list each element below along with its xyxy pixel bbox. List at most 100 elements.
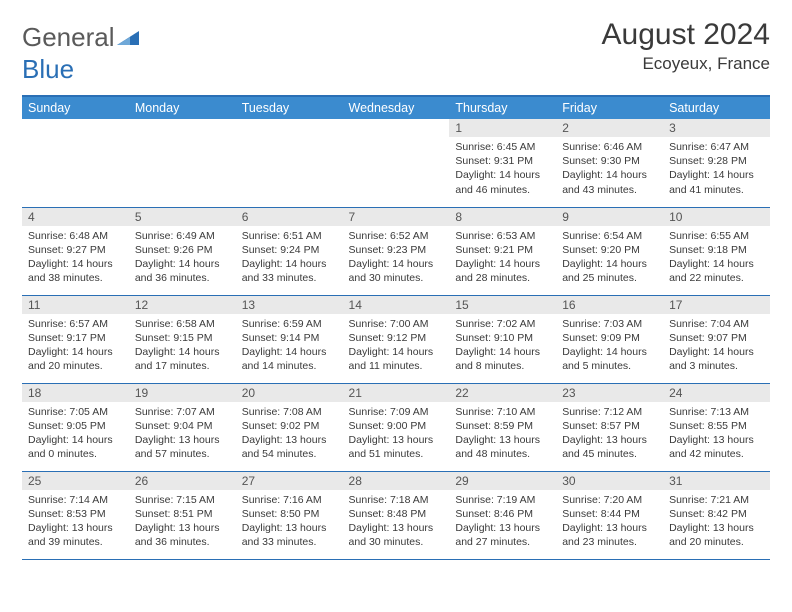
calendar-day-cell: 31Sunrise: 7:21 AMSunset: 8:42 PMDayligh… [663,471,770,559]
calendar-day-cell: .. [22,119,129,207]
calendar-day-cell: 15Sunrise: 7:02 AMSunset: 9:10 PMDayligh… [449,295,556,383]
day-details: Sunrise: 7:18 AMSunset: 8:48 PMDaylight:… [343,490,450,554]
calendar-day-cell: 18Sunrise: 7:05 AMSunset: 9:05 PMDayligh… [22,383,129,471]
day-details: Sunrise: 6:54 AMSunset: 9:20 PMDaylight:… [556,226,663,290]
day-number: 12 [129,296,236,314]
calendar-day-cell: 12Sunrise: 6:58 AMSunset: 9:15 PMDayligh… [129,295,236,383]
logo-word1: General [22,22,115,53]
day-details: Sunrise: 7:21 AMSunset: 8:42 PMDaylight:… [663,490,770,554]
day-details: Sunrise: 6:49 AMSunset: 9:26 PMDaylight:… [129,226,236,290]
day-number: 28 [343,472,450,490]
day-number: 22 [449,384,556,402]
day-number: 18 [22,384,129,402]
calendar-day-cell: 16Sunrise: 7:03 AMSunset: 9:09 PMDayligh… [556,295,663,383]
day-details: Sunrise: 6:55 AMSunset: 9:18 PMDaylight:… [663,226,770,290]
calendar-day-cell: 30Sunrise: 7:20 AMSunset: 8:44 PMDayligh… [556,471,663,559]
day-number: 20 [236,384,343,402]
day-number: 3 [663,119,770,137]
calendar-day-cell: 3Sunrise: 6:47 AMSunset: 9:28 PMDaylight… [663,119,770,207]
day-number: 11 [22,296,129,314]
location: Ecoyeux, France [602,54,770,74]
day-number: 1 [449,119,556,137]
month-title: August 2024 [602,18,770,52]
day-details: Sunrise: 6:51 AMSunset: 9:24 PMDaylight:… [236,226,343,290]
day-number: 8 [449,208,556,226]
day-number: 14 [343,296,450,314]
calendar-week-row: ........1Sunrise: 6:45 AMSunset: 9:31 PM… [22,119,770,207]
day-details: Sunrise: 7:15 AMSunset: 8:51 PMDaylight:… [129,490,236,554]
calendar-day-cell: 5Sunrise: 6:49 AMSunset: 9:26 PMDaylight… [129,207,236,295]
day-details: Sunrise: 7:16 AMSunset: 8:50 PMDaylight:… [236,490,343,554]
day-details: Sunrise: 7:07 AMSunset: 9:04 PMDaylight:… [129,402,236,466]
calendar-day-cell: 11Sunrise: 6:57 AMSunset: 9:17 PMDayligh… [22,295,129,383]
day-details: Sunrise: 7:19 AMSunset: 8:46 PMDaylight:… [449,490,556,554]
day-number: 9 [556,208,663,226]
weekday-header: Monday [129,96,236,119]
day-details: Sunrise: 6:58 AMSunset: 9:15 PMDaylight:… [129,314,236,378]
day-details: Sunrise: 7:03 AMSunset: 9:09 PMDaylight:… [556,314,663,378]
calendar-day-cell: 22Sunrise: 7:10 AMSunset: 8:59 PMDayligh… [449,383,556,471]
weekday-header: Sunday [22,96,129,119]
day-number: 31 [663,472,770,490]
calendar-day-cell: .. [129,119,236,207]
calendar-day-cell: 7Sunrise: 6:52 AMSunset: 9:23 PMDaylight… [343,207,450,295]
day-details: Sunrise: 6:57 AMSunset: 9:17 PMDaylight:… [22,314,129,378]
calendar-week-row: 4Sunrise: 6:48 AMSunset: 9:27 PMDaylight… [22,207,770,295]
calendar-day-cell: 19Sunrise: 7:07 AMSunset: 9:04 PMDayligh… [129,383,236,471]
calendar-day-cell: 24Sunrise: 7:13 AMSunset: 8:55 PMDayligh… [663,383,770,471]
day-details: Sunrise: 7:00 AMSunset: 9:12 PMDaylight:… [343,314,450,378]
calendar-day-cell: 26Sunrise: 7:15 AMSunset: 8:51 PMDayligh… [129,471,236,559]
day-number: 26 [129,472,236,490]
calendar-day-cell: 4Sunrise: 6:48 AMSunset: 9:27 PMDaylight… [22,207,129,295]
calendar-day-cell: .. [236,119,343,207]
day-number: 25 [22,472,129,490]
logo-triangle-icon [117,29,139,47]
day-number: 29 [449,472,556,490]
calendar-day-cell: 23Sunrise: 7:12 AMSunset: 8:57 PMDayligh… [556,383,663,471]
day-details: Sunrise: 6:53 AMSunset: 9:21 PMDaylight:… [449,226,556,290]
day-number: 27 [236,472,343,490]
day-number: 16 [556,296,663,314]
calendar-day-cell: 10Sunrise: 6:55 AMSunset: 9:18 PMDayligh… [663,207,770,295]
day-number: 24 [663,384,770,402]
calendar-table: SundayMondayTuesdayWednesdayThursdayFrid… [22,95,770,560]
calendar-day-cell: 17Sunrise: 7:04 AMSunset: 9:07 PMDayligh… [663,295,770,383]
day-details: Sunrise: 7:12 AMSunset: 8:57 PMDaylight:… [556,402,663,466]
day-number: 30 [556,472,663,490]
day-number: 21 [343,384,450,402]
day-number: 5 [129,208,236,226]
calendar-day-cell: 2Sunrise: 6:46 AMSunset: 9:30 PMDaylight… [556,119,663,207]
calendar-day-cell: 27Sunrise: 7:16 AMSunset: 8:50 PMDayligh… [236,471,343,559]
calendar-day-cell: 28Sunrise: 7:18 AMSunset: 8:48 PMDayligh… [343,471,450,559]
calendar-day-cell: 20Sunrise: 7:08 AMSunset: 9:02 PMDayligh… [236,383,343,471]
calendar-day-cell: 13Sunrise: 6:59 AMSunset: 9:14 PMDayligh… [236,295,343,383]
day-details: Sunrise: 7:05 AMSunset: 9:05 PMDaylight:… [22,402,129,466]
day-details: Sunrise: 6:47 AMSunset: 9:28 PMDaylight:… [663,137,770,201]
logo-word2: Blue [22,54,74,85]
calendar-day-cell: 21Sunrise: 7:09 AMSunset: 9:00 PMDayligh… [343,383,450,471]
calendar-week-row: 11Sunrise: 6:57 AMSunset: 9:17 PMDayligh… [22,295,770,383]
weekday-header-row: SundayMondayTuesdayWednesdayThursdayFrid… [22,96,770,119]
day-details: Sunrise: 7:09 AMSunset: 9:00 PMDaylight:… [343,402,450,466]
day-details: Sunrise: 7:13 AMSunset: 8:55 PMDaylight:… [663,402,770,466]
day-details: Sunrise: 6:46 AMSunset: 9:30 PMDaylight:… [556,137,663,201]
day-details: Sunrise: 7:04 AMSunset: 9:07 PMDaylight:… [663,314,770,378]
day-number: 10 [663,208,770,226]
day-details: Sunrise: 6:48 AMSunset: 9:27 PMDaylight:… [22,226,129,290]
weekday-header: Saturday [663,96,770,119]
day-number: 6 [236,208,343,226]
day-details: Sunrise: 7:14 AMSunset: 8:53 PMDaylight:… [22,490,129,554]
day-details: Sunrise: 7:08 AMSunset: 9:02 PMDaylight:… [236,402,343,466]
calendar-day-cell: 25Sunrise: 7:14 AMSunset: 8:53 PMDayligh… [22,471,129,559]
day-number: 17 [663,296,770,314]
calendar-day-cell: 9Sunrise: 6:54 AMSunset: 9:20 PMDaylight… [556,207,663,295]
weekday-header: Friday [556,96,663,119]
calendar-body: ........1Sunrise: 6:45 AMSunset: 9:31 PM… [22,119,770,559]
day-details: Sunrise: 6:59 AMSunset: 9:14 PMDaylight:… [236,314,343,378]
day-number: 19 [129,384,236,402]
day-details: Sunrise: 7:02 AMSunset: 9:10 PMDaylight:… [449,314,556,378]
day-details: Sunrise: 6:45 AMSunset: 9:31 PMDaylight:… [449,137,556,201]
logo: General [22,18,139,53]
weekday-header: Wednesday [343,96,450,119]
weekday-header: Thursday [449,96,556,119]
